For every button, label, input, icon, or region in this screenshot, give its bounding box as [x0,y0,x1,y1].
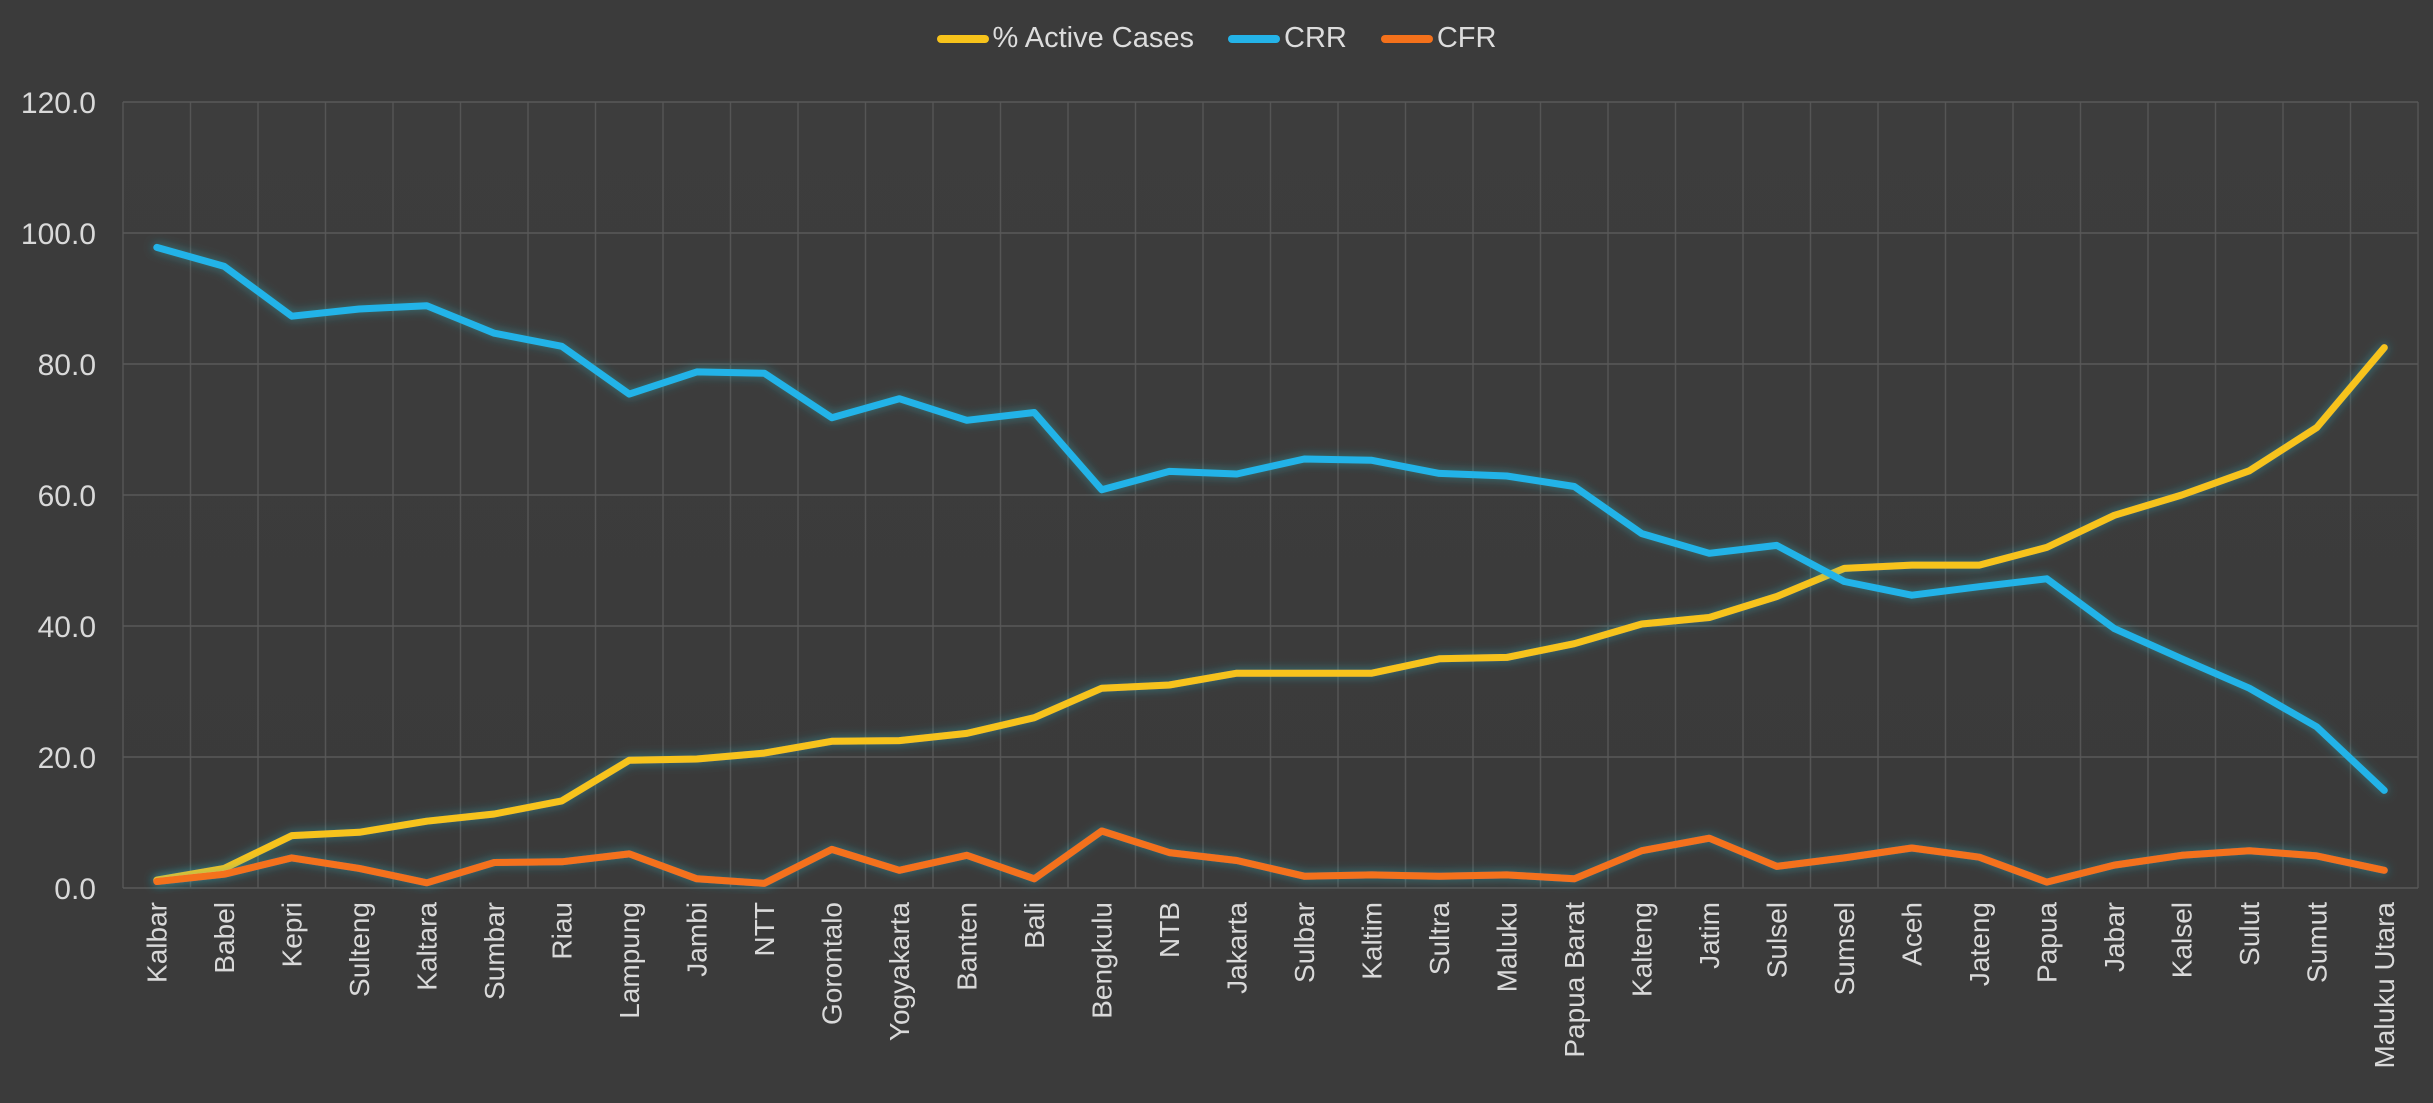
x-tick-label: Bengkulu [1086,902,1117,1019]
x-tick-label: Sulsel [1761,902,1792,978]
x-tick-label: Sulteng [344,902,375,997]
y-tick-label: 20.0 [38,742,96,775]
legend-item-crr: CRR [1228,22,1347,55]
y-tick-label: 80.0 [38,349,96,382]
x-tick-label: Papua [2031,902,2062,983]
x-tick-label: Riau [546,902,577,960]
x-tick-label: NTB [1154,902,1185,958]
x-tick-label: Kalsel [2166,902,2197,978]
x-tick-label: Maluku [1491,902,1522,992]
x-tick-label: Kaltara [411,902,442,991]
cfr-line [153,827,2388,887]
x-tick-label: Kalteng [1626,902,1657,997]
legend-swatch-active-cases [936,34,989,43]
x-tick-label: Papua Barat [1559,902,1590,1058]
x-tick-label: Sumut [2301,902,2332,983]
x-tick-label: Jatim [1694,902,1725,969]
x-tick-label: Kepri [276,902,307,967]
y-tick-label: 40.0 [38,611,96,644]
legend-item-cfr: CFR [1380,22,1497,55]
legend-label-active-cases: % Active Cases [992,22,1195,54]
y-tick-label: 100.0 [21,218,96,251]
x-tick-label: Bali [1019,902,1050,949]
x-tick-label: Banten [951,902,982,991]
x-tick-label: Jateng [1964,902,1995,986]
x-tick-label: Kalbar [141,902,172,983]
legend-label-crr: CRR [1284,22,1347,54]
y-tick-label: 120.0 [21,87,96,120]
x-tick-label: Jakarta [1221,902,1252,994]
x-tick-label: Sumsel [1829,902,1860,995]
y-tick-label: 60.0 [38,480,96,513]
x-tick-label: Aceh [1896,902,1927,966]
x-tick-label: Yogyakarta [884,902,915,1041]
active-cases-line [153,344,2388,884]
x-tick-label: Jabar [2099,902,2130,972]
x-tick-label: Gorontalo [816,902,847,1025]
x-tick-label: NTT [749,902,780,956]
x-tick-label: Lampung [614,902,645,1019]
x-tick-label: Jambi [681,902,712,977]
x-tick-label: Babel [209,902,240,974]
x-tick-label: Sulbar [1289,902,1320,983]
legend-swatch-crr [1228,34,1281,43]
legend-swatch-cfr [1380,34,1433,43]
x-tick-label: Maluku Utara [2369,902,2400,1069]
legend-item-active-cases: % Active Cases [936,22,1195,55]
x-tick-label: Kaltim [1356,902,1387,980]
legend: % Active Cases CRR CFR [0,22,2433,55]
x-tick-label: Sulut [2234,902,2265,966]
x-tick-label: Sultra [1424,902,1455,976]
legend-label-cfr: CFR [1436,22,1497,54]
x-tick-label: Sumbar [479,902,510,1000]
y-tick-label: 0.0 [54,873,96,906]
crr-line [153,243,2388,794]
